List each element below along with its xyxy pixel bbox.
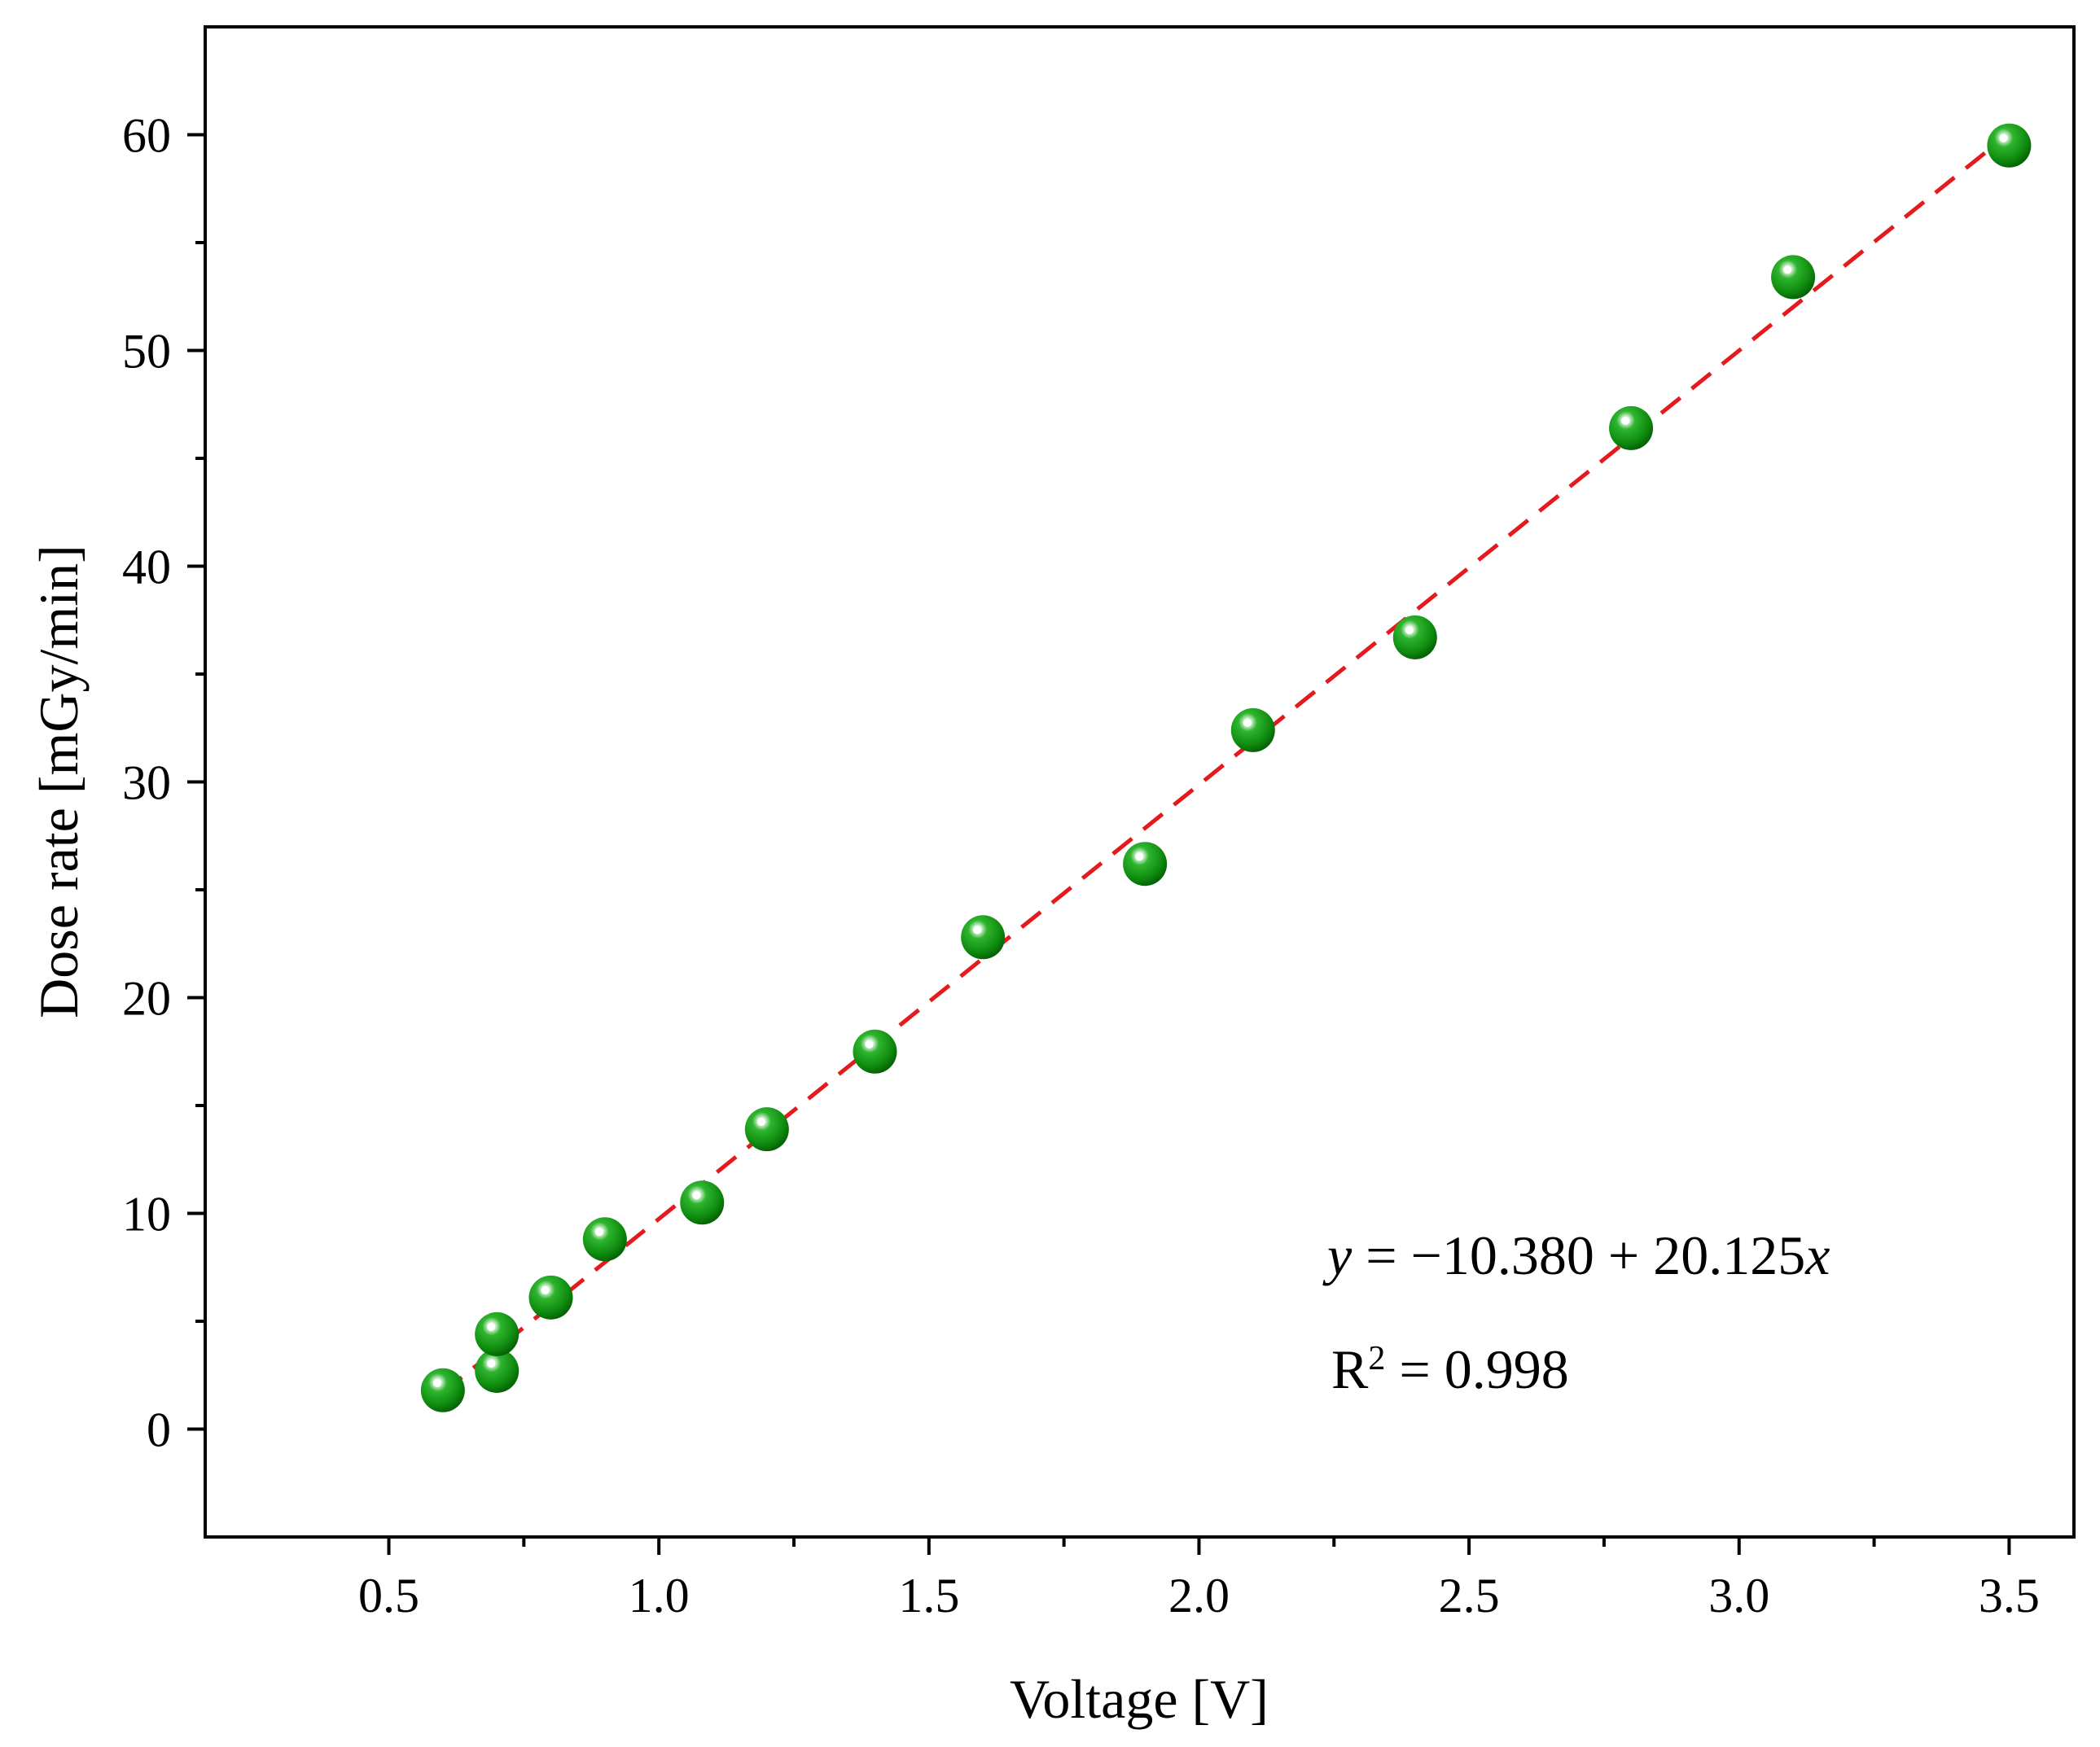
y-tick-label: 60: [122, 109, 171, 163]
y-tick-label: 10: [122, 1188, 171, 1241]
data-point: [961, 915, 1006, 960]
x-tick-label: 2.0: [1168, 1569, 1230, 1622]
x-tick-label: 2.5: [1439, 1569, 1500, 1622]
data-point: [1123, 842, 1168, 887]
plot-frame: [204, 25, 2076, 1539]
y-axis-label: Dose rate [mGy/min]: [28, 545, 90, 1018]
x-axis-ticks: 0.5 1.0 1.5 2.0 2.5 3.0 3.5: [358, 1537, 2040, 1622]
r-squared: R2 = 0.998: [1331, 1338, 1569, 1400]
x-axis-label: Voltage [V]: [1010, 1668, 1269, 1730]
data-point-highlight: [973, 926, 982, 935]
fit-equation: y = −10.380 + 20.125x: [1322, 1224, 1830, 1286]
r2-superscript: 2: [1368, 1340, 1385, 1377]
data-point: [582, 1217, 627, 1262]
data-point: [1392, 615, 1437, 659]
data-point: [475, 1348, 520, 1393]
data-point-highlight: [1999, 134, 2008, 142]
data-point-marker: [680, 1180, 725, 1225]
data-point-highlight: [1243, 718, 1252, 727]
x-tick-label: 1.5: [898, 1569, 959, 1622]
data-point: [528, 1275, 573, 1320]
x-tick-label: 3.5: [1979, 1569, 2040, 1622]
data-point: [744, 1107, 789, 1152]
data-point-marker: [853, 1029, 897, 1074]
data-point: [1987, 123, 2032, 168]
y-tick-label: 20: [122, 972, 171, 1026]
data-point-highlight: [865, 1040, 874, 1049]
data-point-highlight: [756, 1118, 765, 1127]
data-point-marker: [582, 1217, 627, 1262]
data-point: [853, 1029, 897, 1074]
data-point-highlight: [1621, 416, 1630, 425]
data-point-marker: [1987, 123, 2032, 168]
y-tick-label: 40: [122, 541, 171, 594]
equation-y-var: y: [1322, 1224, 1353, 1286]
y-tick-label: 50: [122, 325, 171, 379]
x-tick-label: 3.0: [1708, 1569, 1769, 1622]
data-point: [680, 1180, 725, 1225]
data-point-marker: [528, 1275, 573, 1320]
data-point-highlight: [487, 1322, 496, 1331]
data-point-highlight: [541, 1285, 550, 1294]
data-point-marker: [420, 1368, 465, 1412]
r2-base: R: [1331, 1338, 1369, 1400]
data-point-marker: [1123, 842, 1168, 887]
equation-body: = −10.380 + 20.125: [1352, 1224, 1805, 1286]
r2-value: = 0.998: [1385, 1338, 1568, 1400]
y-axis-ticks: 0 10 20 30 40 50 60: [122, 109, 205, 1457]
data-point-highlight: [594, 1228, 603, 1237]
x-tick-label: 0.5: [358, 1569, 419, 1622]
fit-line: [441, 132, 2010, 1395]
data-point: [1771, 255, 1816, 300]
data-point: [475, 1311, 520, 1356]
data-point-marker: [1230, 707, 1275, 752]
data-point-marker: [1609, 405, 1654, 450]
data-point-marker: [961, 915, 1006, 960]
data-point-marker: [475, 1348, 520, 1393]
y-tick-label: 30: [122, 756, 171, 810]
data-point-marker: [744, 1107, 789, 1152]
data-point: [1609, 405, 1654, 450]
y-tick-label: 0: [147, 1403, 171, 1457]
data-point-highlight: [432, 1378, 441, 1387]
data-point-highlight: [692, 1191, 701, 1200]
x-tick-label: 1.0: [629, 1569, 690, 1622]
fit-line-layer: [441, 132, 2010, 1395]
equation-x-var: x: [1804, 1224, 1830, 1286]
data-point-marker: [1392, 615, 1437, 659]
data-point: [420, 1368, 465, 1412]
data-points-layer: [420, 123, 2032, 1412]
data-point-marker: [475, 1311, 520, 1356]
data-point-highlight: [487, 1359, 496, 1368]
data-point-highlight: [1135, 852, 1144, 861]
data-point-highlight: [1405, 625, 1414, 634]
data-point-highlight: [1783, 265, 1792, 274]
data-point-marker: [1771, 255, 1816, 300]
data-point: [1230, 707, 1275, 752]
